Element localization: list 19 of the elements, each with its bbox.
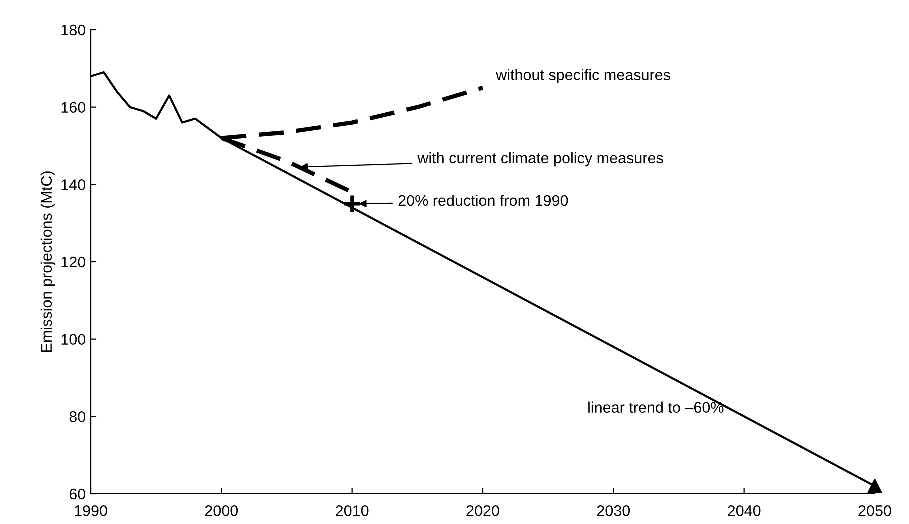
x-tick-label: 2020 xyxy=(466,506,500,516)
x-tick-label: 1990 xyxy=(75,506,108,516)
y-tick-label: 80 xyxy=(70,412,86,422)
y-tick-label: 120 xyxy=(62,256,86,268)
x-tick-label: 2040 xyxy=(728,506,761,516)
x-tick-label: 2000 xyxy=(205,506,238,516)
annotation: linear trend to –60% xyxy=(588,402,724,414)
y-tick-label: 60 xyxy=(70,488,86,500)
x-tick-label: 2050 xyxy=(858,506,892,516)
y-tick-label: 140 xyxy=(62,180,86,190)
x-tick-label: 2030 xyxy=(597,506,630,516)
y-tick-label: 180 xyxy=(62,24,86,36)
annotation: without specific measures xyxy=(496,69,670,84)
annotation: 20% reduction from 1990 xyxy=(398,194,568,206)
y-axis-title: Emission projections (MtC) xyxy=(40,172,56,352)
x-tick-label: 2010 xyxy=(336,506,369,516)
y-tick-label: 160 xyxy=(62,102,86,114)
y-tick-label: 100 xyxy=(62,334,86,346)
annotation: with current climate policy measures xyxy=(418,152,664,167)
